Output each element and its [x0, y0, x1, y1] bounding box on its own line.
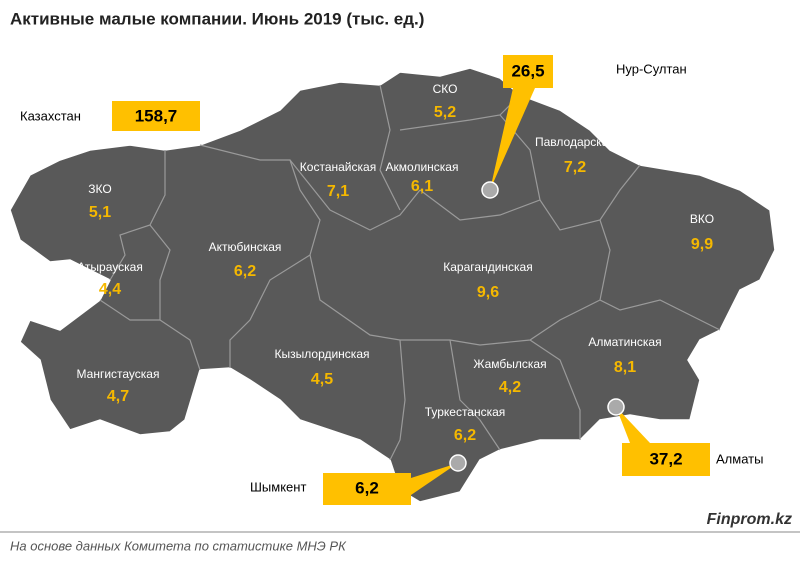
city-callouts: 26,5 Нур-Султан 37,2 Алматы 6,2 Шымкент: [250, 55, 763, 505]
region-name: Костанайская: [300, 160, 376, 174]
region-value: 6,2: [234, 263, 256, 280]
region-name: Актюбинская: [209, 240, 282, 254]
brand: Finprom.kz: [707, 511, 792, 528]
title: Активные малые компании. Июнь 2019 (тыс.…: [10, 9, 424, 28]
region-value: 4,2: [499, 379, 521, 396]
city-marker: [449, 454, 467, 472]
city-marker: [481, 181, 499, 199]
leader: [490, 88, 535, 190]
source: На основе данных Комитета по статистике …: [10, 538, 347, 553]
region-name: Туркестанская: [425, 405, 506, 419]
city-value: 26,5: [511, 61, 544, 80]
city-name: Шымкент: [250, 479, 306, 494]
region-value: 9,9: [691, 236, 713, 253]
leader: [616, 407, 650, 443]
region-name: Атырауская: [77, 260, 143, 274]
leader: [411, 463, 458, 495]
region-value: 7,1: [327, 183, 349, 200]
city-box: [622, 443, 710, 476]
region-value: 8,1: [614, 359, 636, 376]
region-name: СКО: [433, 82, 458, 96]
region-name: Кызылординская: [275, 347, 370, 361]
region-value: 7,2: [564, 159, 586, 176]
city-box: [503, 55, 553, 88]
region-value: 5,1: [89, 204, 111, 221]
region-labels: ЗКО 5,1 Атырауская 4,4 Мангистауская 4,7…: [77, 82, 715, 444]
region-value: 4,7: [107, 388, 129, 405]
region-name: Павлодарская: [535, 135, 615, 149]
city-box: [323, 473, 411, 505]
region-name: Карагандинская: [443, 260, 532, 274]
total-label: Казахстан: [20, 108, 81, 123]
total-value: 158,7: [135, 106, 178, 125]
city-name: Нур-Султан: [616, 61, 687, 76]
region-name: Мангистауская: [77, 367, 160, 381]
region-value: 5,2: [434, 104, 456, 121]
region-value: 6,1: [411, 178, 433, 195]
city-name: Алматы: [716, 451, 763, 466]
region-name: Акмолинская: [386, 160, 459, 174]
region-name: ЗКО: [88, 182, 111, 196]
country-shape: [9, 67, 776, 503]
region-name: Алматинская: [588, 335, 661, 349]
region-value: 4,4: [99, 281, 121, 298]
city-marker: [607, 398, 625, 416]
region-value: 6,2: [454, 427, 476, 444]
region-name: Жамбылская: [473, 357, 546, 371]
region-name: ВКО: [690, 212, 714, 226]
region-borders: [99, 84, 721, 461]
city-value: 37,2: [649, 449, 682, 468]
total-box: [112, 101, 200, 131]
city-value: 6,2: [355, 478, 379, 497]
region-value: 9,6: [477, 284, 499, 301]
region-value: 4,5: [311, 371, 333, 388]
